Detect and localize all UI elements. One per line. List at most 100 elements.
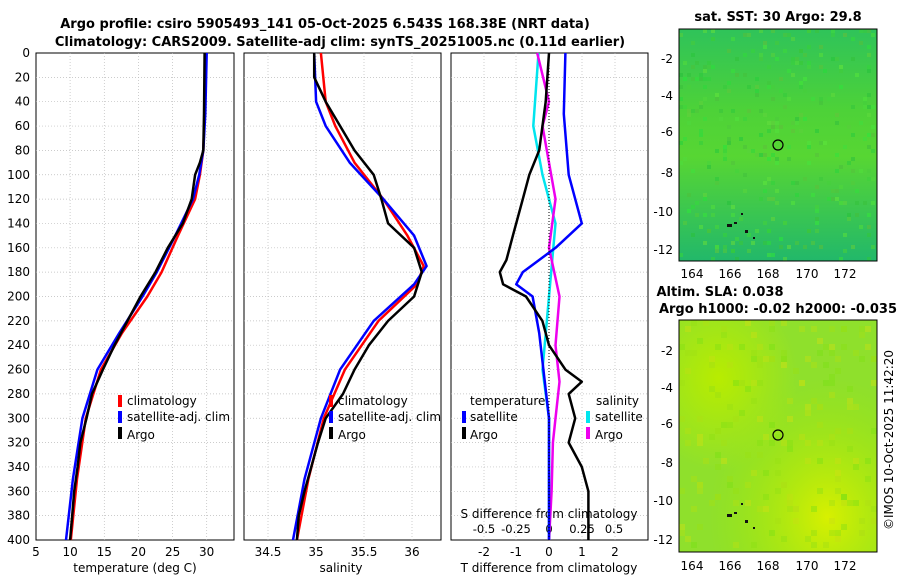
difference-xaxis: -2 -1 0 1 2 T difference from climatolog… bbox=[460, 507, 638, 575]
sla-pixel bbox=[721, 422, 727, 428]
sst-pixel bbox=[727, 125, 731, 129]
sla-pixel bbox=[733, 500, 739, 506]
sla-pixel bbox=[853, 458, 859, 464]
sst-pixel bbox=[699, 141, 703, 145]
sst-pixel bbox=[759, 109, 763, 113]
sla-pixel bbox=[751, 332, 757, 338]
sst-pixel bbox=[783, 105, 787, 109]
sla-pixel bbox=[853, 464, 859, 470]
sst-pixel bbox=[683, 105, 687, 109]
sla-ytick: -12 bbox=[653, 533, 673, 547]
sst-pixel bbox=[795, 61, 799, 65]
sst-map-title: sat. SST: 30 Argo: 29.8 bbox=[694, 10, 861, 25]
sst-pixel bbox=[743, 189, 747, 193]
sst-pixel bbox=[843, 165, 847, 169]
sla-pixel bbox=[727, 362, 733, 368]
sst-pixel bbox=[867, 177, 871, 181]
sst-pixel bbox=[707, 229, 711, 233]
sst-pixel bbox=[699, 101, 703, 105]
sst-pixel bbox=[807, 229, 811, 233]
sla-pixel bbox=[817, 458, 823, 464]
sla-pixel bbox=[805, 536, 811, 542]
sst-pixel bbox=[855, 73, 859, 77]
sst-pixel bbox=[763, 241, 767, 245]
sla-pixel bbox=[679, 344, 685, 350]
sst-pixel bbox=[763, 153, 767, 157]
sla-pixel bbox=[697, 524, 703, 530]
sst-pixel bbox=[691, 41, 695, 45]
sst-pixel bbox=[823, 69, 827, 73]
sla-pixel bbox=[769, 344, 775, 350]
sst-pixel bbox=[867, 225, 871, 229]
sla-pixel bbox=[805, 410, 811, 416]
sst-pixel bbox=[703, 213, 707, 217]
sla-pixel bbox=[751, 380, 757, 386]
sst-pixel bbox=[799, 49, 803, 53]
sla-pixel bbox=[679, 524, 685, 530]
depth-axis: 0 20 40 60 80 100 120 140 160 180 200 220 240 260 280 3… bbox=[7, 46, 30, 547]
sst-pixel bbox=[703, 85, 707, 89]
sst-pixel bbox=[723, 249, 727, 253]
sla-pixel bbox=[847, 386, 853, 392]
sst-pixel bbox=[711, 205, 715, 209]
sst-pixel bbox=[731, 249, 735, 253]
sla-pixel bbox=[685, 536, 691, 542]
sla-pixel bbox=[871, 356, 877, 362]
sst-pixel bbox=[815, 229, 819, 233]
sst-pixel bbox=[871, 133, 875, 137]
sst-pixel bbox=[719, 109, 723, 113]
sla-pixel bbox=[739, 380, 745, 386]
sst-pixel bbox=[867, 69, 871, 73]
sla-pixel bbox=[727, 476, 733, 482]
t-xtick: 15 bbox=[97, 545, 112, 559]
sst-pixel bbox=[771, 121, 775, 125]
sst-pixel bbox=[811, 193, 815, 197]
sla-pixel bbox=[847, 428, 853, 434]
sst-pixel bbox=[791, 57, 795, 61]
sst-pixel bbox=[727, 49, 731, 53]
sst-pixel bbox=[795, 181, 799, 185]
sst-pixel bbox=[859, 29, 863, 33]
sst-pixel bbox=[687, 209, 691, 213]
sla-pixel bbox=[769, 422, 775, 428]
sla-pixel bbox=[871, 380, 877, 386]
sla-pixel bbox=[727, 404, 733, 410]
sst-pixel bbox=[863, 137, 867, 141]
sst-ytick: -4 bbox=[661, 89, 673, 103]
sst-pixel bbox=[815, 129, 819, 133]
sst-pixel bbox=[683, 77, 687, 81]
sst-pixel bbox=[783, 93, 787, 97]
sla-pixel bbox=[859, 530, 865, 536]
sst-pixel bbox=[755, 229, 759, 233]
sst-pixel bbox=[859, 225, 863, 229]
sla-xtick: 172 bbox=[834, 559, 857, 573]
island-shapes bbox=[727, 213, 755, 239]
sst-pixel bbox=[687, 121, 691, 125]
sst-pixel bbox=[867, 213, 871, 217]
sla-pixel bbox=[757, 440, 763, 446]
legend-swatch bbox=[329, 411, 333, 423]
sst-pixel bbox=[851, 37, 855, 41]
sla-pixel bbox=[715, 428, 721, 434]
sla-pixel bbox=[835, 530, 841, 536]
sst-pixel bbox=[803, 117, 807, 121]
sla-pixel bbox=[709, 386, 715, 392]
sst-pixel bbox=[759, 29, 763, 33]
sst-xtick: 164 bbox=[681, 267, 704, 281]
sst-pixel bbox=[715, 97, 719, 101]
sst-pixel bbox=[867, 65, 871, 69]
sla-xtick: 166 bbox=[719, 559, 742, 573]
sla-pixel bbox=[793, 518, 799, 524]
sla-pixel bbox=[829, 380, 835, 386]
sla-pixel bbox=[841, 344, 847, 350]
sst-pixel bbox=[707, 77, 711, 81]
sst-pixel bbox=[867, 133, 871, 137]
sst-pixel bbox=[791, 201, 795, 205]
sst-pixel bbox=[839, 201, 843, 205]
sst-pixel bbox=[831, 189, 835, 193]
sst-pixel bbox=[815, 217, 819, 221]
sst-pixel bbox=[835, 189, 839, 193]
sst-pixel bbox=[743, 173, 747, 177]
sst-pixel bbox=[779, 245, 783, 249]
